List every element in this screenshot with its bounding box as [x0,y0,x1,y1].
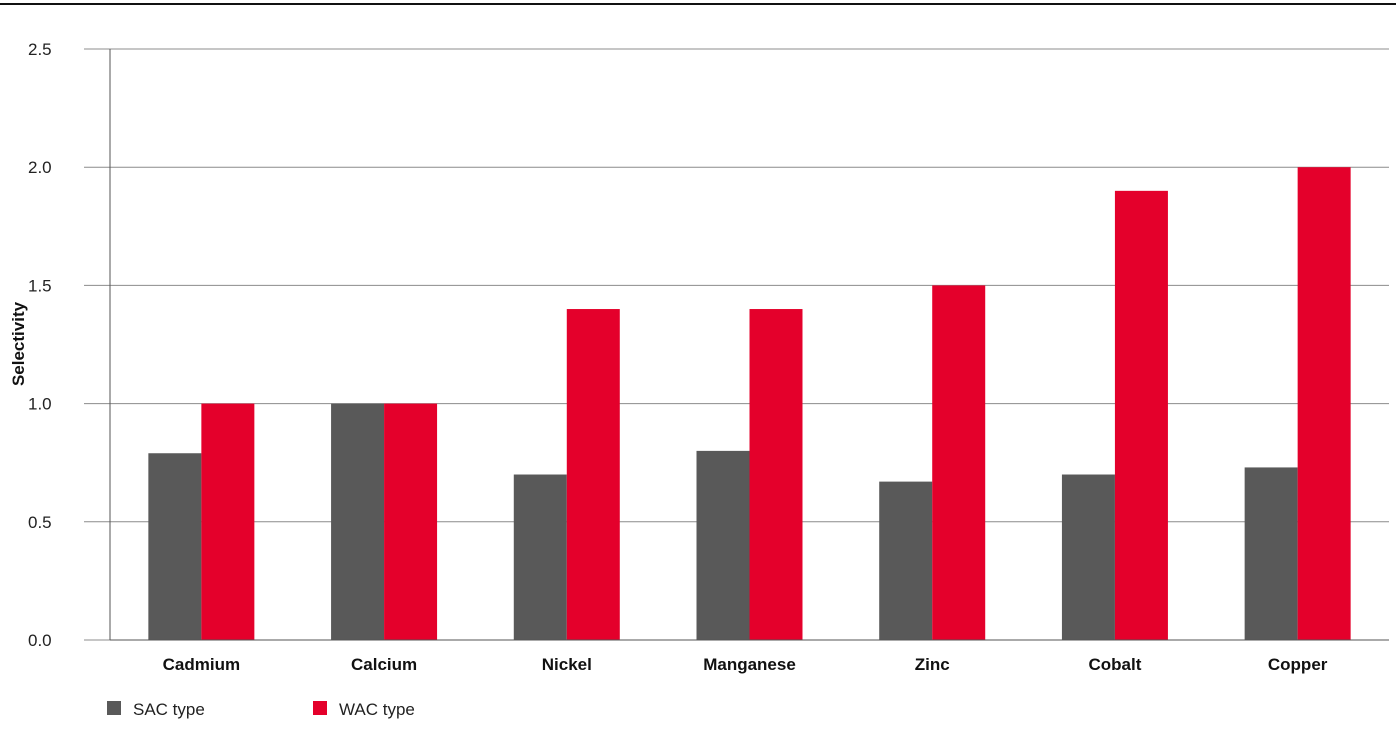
bar-zinc-wac [932,285,986,640]
category-label: Calcium [351,655,417,674]
category-label: Cobalt [1088,655,1141,674]
y-tick-label: 1.5 [28,276,52,295]
bar-cadmium-sac [148,453,202,640]
bar-calcium-sac [331,403,385,640]
category-label: Cadmium [163,655,240,674]
category-label: Copper [1268,655,1328,674]
legend: SAC type WAC type [107,700,415,719]
category-labels: Cadmium Calcium Nickel Manganese Zinc Cobalt C… [163,655,1328,674]
y-tick-label: 0.5 [28,513,52,532]
y-tick-label: 2.0 [28,158,52,177]
bar-cobalt-sac [1061,474,1115,640]
bar-cadmium-wac [201,403,255,640]
bar-nickel-sac [513,474,567,640]
y-tick-label: 2.5 [28,40,52,59]
bar-copper-sac [1244,467,1298,640]
y-axis-label: Selectivity [9,301,28,386]
bars [148,167,1351,640]
bar-zinc-sac [879,481,933,640]
bar-manganese-sac [696,450,750,640]
y-tick-labels: 0.0 0.5 1.0 1.5 2.0 2.5 [28,40,52,650]
bar-nickel-wac [566,309,620,640]
bar-cobalt-wac [1114,190,1168,640]
category-label: Zinc [915,655,950,674]
category-label: Manganese [703,655,796,674]
y-tick-label: 0.0 [28,631,52,650]
legend-label: SAC type [133,700,205,719]
y-tick-label: 1.0 [28,395,52,414]
bar-copper-wac [1297,167,1351,640]
legend-label: WAC type [339,700,415,719]
category-label: Nickel [542,655,592,674]
bar-manganese-wac [749,309,803,640]
bar-calcium-wac [384,403,438,640]
legend-swatch [107,701,121,715]
legend-swatch [313,701,327,715]
